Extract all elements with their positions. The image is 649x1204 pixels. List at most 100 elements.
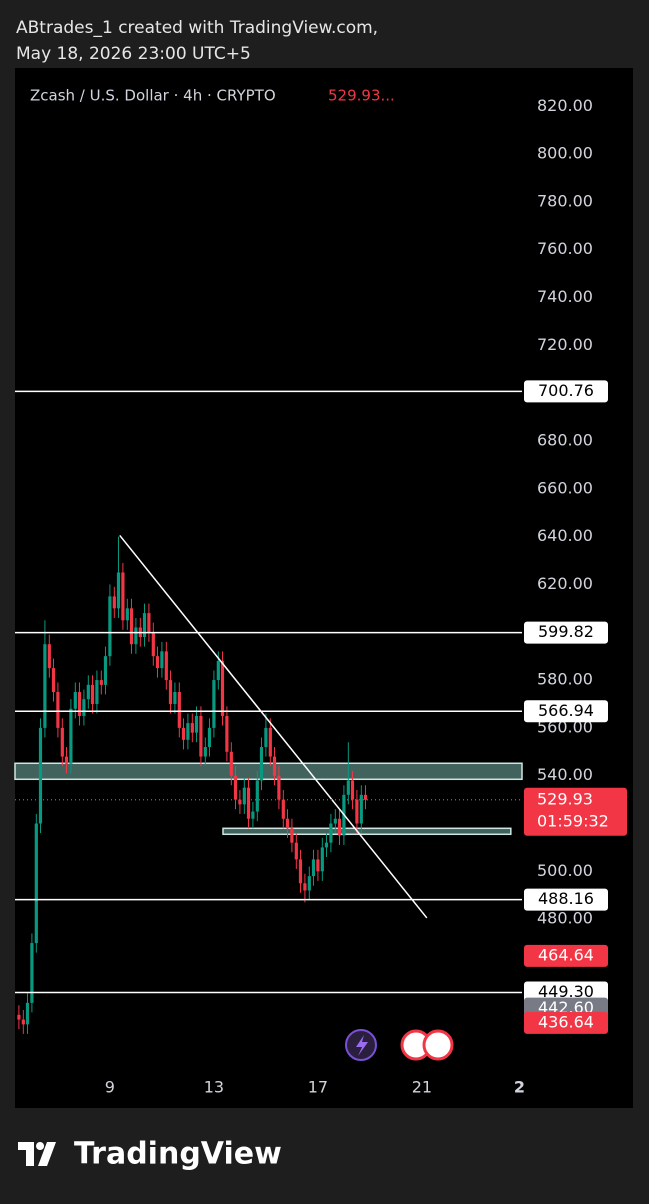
icons	[345, 1029, 454, 1061]
y-tick-label: 620.00	[537, 574, 593, 593]
brand: TradingView	[74, 1137, 282, 1172]
level-label: 566.94	[538, 701, 594, 720]
candle-body	[225, 715, 229, 752]
logo-mark	[18, 1142, 56, 1166]
candle-body	[151, 632, 155, 657]
candle-body	[17, 1014, 21, 1020]
y-tick-label: 500.00	[537, 861, 593, 880]
y-tick-label: 680.00	[537, 430, 593, 449]
y-tick-label: 800.00	[537, 144, 593, 163]
last-price: 529.93	[537, 789, 593, 808]
candle-body	[316, 859, 320, 872]
level-label: 700.76	[538, 381, 594, 400]
candle-body	[229, 751, 233, 776]
candle-body	[251, 811, 255, 819]
y-tick-label: 760.00	[537, 239, 593, 258]
level-label-box	[524, 380, 608, 403]
candle-body	[355, 799, 359, 824]
candle-body	[38, 727, 43, 824]
candle-body	[164, 651, 168, 681]
candle-body	[168, 680, 173, 704]
candle-body	[307, 876, 311, 891]
candle-body	[242, 787, 246, 805]
candle-body	[255, 780, 259, 812]
candle-body	[216, 660, 220, 681]
candle-body	[294, 842, 298, 860]
candle-body	[303, 883, 307, 891]
candle-body	[103, 656, 108, 685]
candle-body	[64, 756, 69, 764]
candle-body	[73, 692, 77, 709]
candle-body	[160, 651, 164, 669]
y-tick-label: 780.00	[537, 191, 593, 210]
candle-body	[82, 699, 86, 716]
candle-body	[90, 684, 95, 704]
trendline	[119, 534, 428, 919]
y-tick-label: 720.00	[537, 335, 593, 354]
candle-body	[47, 644, 51, 669]
candle-body	[272, 756, 277, 776]
y-tick-label: 640.00	[537, 526, 593, 545]
symbol-title: Zcash / U.S. Dollar · 4h · CRYPTO	[30, 87, 276, 105]
y-tick-label: 660.00	[537, 478, 593, 497]
candle-body	[194, 715, 199, 733]
candle-body	[181, 727, 186, 740]
candle-body	[238, 799, 242, 805]
title-price: 529.93...	[328, 87, 395, 105]
icon	[356, 1035, 368, 1056]
level-label-box	[524, 888, 608, 911]
x-tick-label: 13	[204, 1078, 224, 1097]
candle-body	[277, 775, 281, 800]
candle-body	[363, 794, 368, 800]
price-label-box	[524, 944, 608, 967]
candle-body	[324, 842, 329, 848]
x-tick-label: 21	[412, 1078, 432, 1097]
candle-body	[333, 818, 337, 824]
candle-body	[108, 596, 112, 657]
zone	[14, 762, 523, 781]
candle-body	[147, 613, 151, 633]
candle-body	[43, 644, 47, 728]
candle-body	[177, 692, 181, 728]
candle-body	[298, 859, 303, 884]
candle-body	[329, 823, 333, 843]
candle-body	[350, 780, 355, 800]
candle-body	[116, 572, 121, 609]
candle-body	[212, 680, 216, 728]
candle-body	[25, 1002, 30, 1025]
header-line: May 18, 2026 23:00 UTC+5	[16, 44, 251, 64]
candle-body	[246, 787, 251, 819]
candle-body	[320, 847, 324, 872]
header-line: ABtrades_1 created with TradingView.com,	[16, 18, 378, 38]
y-tick-label: 820.00	[537, 96, 593, 115]
x-tick-label: 9	[105, 1078, 115, 1097]
price-label: 464.64	[538, 945, 594, 964]
candle-body	[95, 680, 99, 704]
y-tick-label: 740.00	[537, 287, 593, 306]
candle-body	[220, 660, 225, 716]
candle-body	[207, 727, 212, 748]
candle-body	[155, 656, 160, 669]
candle-body	[337, 818, 342, 836]
logo: TradingView	[18, 1137, 282, 1172]
price-label-box	[524, 1011, 608, 1034]
candle-body	[112, 596, 116, 609]
candle-body	[173, 692, 177, 704]
candle-body	[268, 727, 272, 757]
candle-body	[311, 859, 316, 877]
level-label-box	[524, 621, 608, 644]
candle-body	[69, 708, 73, 764]
level-label: 599.82	[538, 622, 594, 641]
candle-body	[199, 715, 203, 757]
candle-body	[60, 727, 64, 757]
level-label: 449.30	[538, 982, 594, 1001]
candle-body	[259, 747, 264, 781]
x-tick-label: 17	[308, 1078, 328, 1097]
last-price-box	[524, 787, 627, 836]
candle-body	[34, 823, 38, 944]
candle-body	[86, 684, 90, 700]
candle-body	[99, 680, 103, 685]
icon	[422, 1029, 454, 1061]
